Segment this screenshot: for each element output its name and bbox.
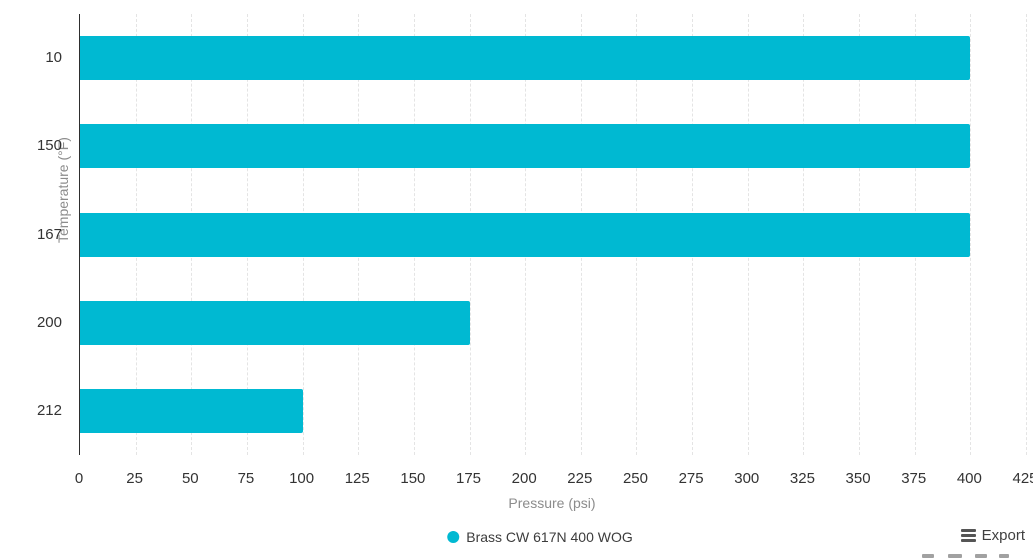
bar-150[interactable]	[80, 124, 971, 169]
legend-label: Brass CW 617N 400 WOG	[466, 529, 633, 545]
x-axis-label-175: 175	[456, 470, 482, 487]
plot-area	[79, 14, 1027, 455]
x-axis-label-325: 325	[789, 470, 815, 487]
x-axis-label-250: 250	[622, 470, 648, 487]
x-axis-label-75: 75	[237, 470, 255, 487]
x-axis-title: Pressure (psi)	[508, 495, 596, 511]
x-axis-label-150: 150	[400, 470, 426, 487]
bar-200[interactable]	[80, 300, 470, 345]
x-axis-label-125: 125	[344, 470, 370, 487]
x-axis-label-300: 300	[734, 470, 760, 487]
bar-212[interactable]	[80, 388, 303, 433]
gridline-425	[1026, 14, 1027, 455]
export-label: Export	[981, 527, 1025, 544]
y-axis-label-10: 10	[45, 49, 62, 67]
y-axis-label-167: 167	[36, 225, 62, 243]
y-axis-label-200: 200	[36, 313, 62, 331]
bar-167[interactable]	[80, 212, 971, 257]
y-axis-label-150: 150	[36, 137, 62, 155]
bar-10[interactable]	[80, 36, 971, 81]
x-axis-label-0: 0	[74, 470, 84, 487]
x-axis-label-50: 50	[181, 470, 199, 487]
gridline-400	[970, 14, 972, 455]
x-axis-label-100: 100	[289, 470, 315, 487]
y-axis-label-212: 212	[36, 401, 62, 419]
x-axis-label-25: 25	[126, 470, 143, 487]
x-axis-label-425: 425	[1012, 470, 1033, 487]
export-button[interactable]: Export	[960, 527, 1025, 544]
x-axis-label-225: 225	[567, 470, 593, 487]
menu-icon	[960, 528, 976, 543]
legend-marker-icon	[447, 531, 460, 543]
x-axis-label-200: 200	[511, 470, 537, 487]
x-axis-label-400: 400	[956, 470, 982, 487]
x-axis-label-375: 375	[901, 470, 927, 487]
x-axis-label-350: 350	[845, 470, 871, 487]
x-axis-label-275: 275	[678, 470, 704, 487]
legend-item[interactable]: Brass CW 617N 400 WOG	[447, 529, 633, 545]
clipped-text-fragments	[0, 554, 1033, 559]
